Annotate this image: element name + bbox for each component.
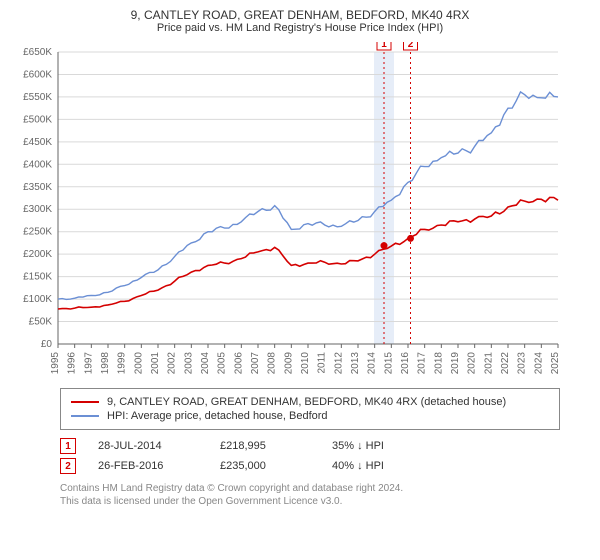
svg-text:2018: 2018 — [433, 352, 444, 375]
svg-text:2004: 2004 — [200, 352, 211, 375]
svg-text:2005: 2005 — [217, 352, 228, 375]
svg-text:1: 1 — [381, 42, 387, 50]
svg-text:£0: £0 — [41, 339, 53, 350]
svg-text:2016: 2016 — [400, 352, 411, 375]
svg-text:2006: 2006 — [233, 352, 244, 375]
svg-text:£150K: £150K — [23, 272, 52, 283]
svg-text:2013: 2013 — [350, 352, 361, 375]
svg-text:1999: 1999 — [117, 352, 128, 375]
sale-marker-icon: 2 — [60, 458, 76, 474]
svg-text:£350K: £350K — [23, 182, 52, 193]
svg-text:2008: 2008 — [267, 352, 278, 375]
svg-text:1996: 1996 — [67, 352, 78, 375]
svg-text:2002: 2002 — [167, 352, 178, 375]
footnote-line: This data is licensed under the Open Gov… — [60, 495, 560, 508]
svg-text:£200K: £200K — [23, 249, 52, 260]
legend-row: HPI: Average price, detached house, Bedf… — [71, 409, 549, 423]
chart-subtitle: Price paid vs. HM Land Registry's House … — [10, 22, 590, 34]
svg-text:£250K: £250K — [23, 227, 52, 238]
svg-text:£500K: £500K — [23, 114, 52, 125]
svg-text:£100K: £100K — [23, 294, 52, 305]
svg-text:£50K: £50K — [29, 317, 53, 328]
legend-swatch — [71, 401, 99, 403]
sale-row: 1 28-JUL-2014 £218,995 35% ↓ HPI — [60, 436, 560, 456]
sale-date: 26-FEB-2016 — [98, 460, 198, 472]
line-chart-svg: £0 £50K £100K £150K £200K £250K £300K £350K £400… — [10, 42, 570, 382]
svg-text:2022: 2022 — [500, 352, 511, 375]
svg-text:1997: 1997 — [83, 352, 94, 375]
sale-date: 28-JUL-2014 — [98, 440, 198, 452]
sale-price: £218,995 — [220, 440, 310, 452]
chart-title: 9, CANTLEY ROAD, GREAT DENHAM, BEDFORD, … — [10, 8, 590, 22]
svg-text:2007: 2007 — [250, 352, 261, 375]
sales-table: 1 28-JUL-2014 £218,995 35% ↓ HPI 2 26-FEB-201… — [60, 436, 560, 476]
svg-text:2009: 2009 — [283, 352, 294, 375]
legend-label: 9, CANTLEY ROAD, GREAT DENHAM, BEDFORD, … — [107, 396, 506, 408]
svg-text:£450K: £450K — [23, 137, 52, 148]
legend-box: 9, CANTLEY ROAD, GREAT DENHAM, BEDFORD, … — [60, 388, 560, 430]
svg-text:2003: 2003 — [183, 352, 194, 375]
svg-text:2014: 2014 — [367, 352, 378, 375]
legend-swatch — [71, 415, 99, 417]
svg-text:2020: 2020 — [467, 352, 478, 375]
svg-text:2019: 2019 — [450, 352, 461, 375]
svg-text:2: 2 — [408, 42, 414, 50]
svg-text:2017: 2017 — [417, 352, 428, 375]
svg-text:2021: 2021 — [483, 352, 494, 375]
svg-text:2010: 2010 — [300, 352, 311, 375]
svg-text:£400K: £400K — [23, 159, 52, 170]
svg-text:2015: 2015 — [383, 352, 394, 375]
legend-label: HPI: Average price, detached house, Bedf… — [107, 410, 328, 422]
svg-text:£550K: £550K — [23, 92, 52, 103]
footnote-line: Contains HM Land Registry data © Crown c… — [60, 482, 560, 495]
svg-text:£600K: £600K — [23, 69, 52, 80]
svg-text:2025: 2025 — [550, 352, 561, 375]
svg-text:2024: 2024 — [533, 352, 544, 375]
footnote: Contains HM Land Registry data © Crown c… — [60, 482, 560, 508]
svg-text:2000: 2000 — [133, 352, 144, 375]
svg-text:2011: 2011 — [317, 352, 328, 374]
svg-text:2012: 2012 — [333, 352, 344, 375]
sale-row: 2 26-FEB-2016 £235,000 40% ↓ HPI — [60, 456, 560, 476]
svg-text:£300K: £300K — [23, 204, 52, 215]
legend-row: 9, CANTLEY ROAD, GREAT DENHAM, BEDFORD, … — [71, 395, 549, 409]
chart-area: £0 £50K £100K £150K £200K £250K £300K £350K £400… — [10, 42, 590, 382]
svg-text:1998: 1998 — [100, 352, 111, 375]
svg-text:2001: 2001 — [150, 352, 161, 375]
sale-price: £235,000 — [220, 460, 310, 472]
sale-diff: 40% ↓ HPI — [332, 460, 432, 472]
svg-text:2023: 2023 — [517, 352, 528, 375]
sale-marker-icon: 1 — [60, 438, 76, 454]
sale-diff: 35% ↓ HPI — [332, 440, 432, 452]
svg-text:1995: 1995 — [50, 352, 61, 375]
svg-text:£650K: £650K — [23, 47, 52, 58]
